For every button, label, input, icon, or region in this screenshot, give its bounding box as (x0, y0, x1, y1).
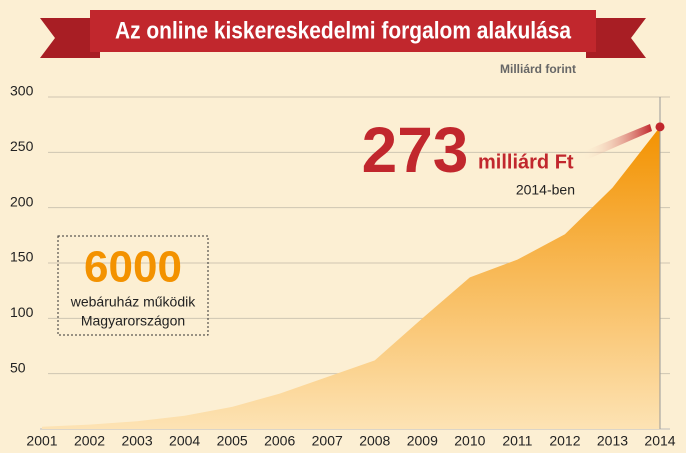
chart-title: Az online kiskereskedelmi forgalom alaku… (115, 17, 572, 44)
x-tick-label: 2001 (26, 433, 57, 449)
y-tick-label: 100 (10, 304, 34, 320)
stores-box (57, 235, 209, 336)
x-tick-label: 2004 (169, 433, 200, 449)
highlight-note: 2014-ben (516, 182, 575, 198)
x-tick-label: 2013 (597, 433, 628, 449)
x-tick-label: 2011 (502, 433, 532, 449)
plot: 50 100 150 200 250 300 2001 2002 2003 2004 2005 200… (10, 83, 676, 449)
banner-ribbon-left (40, 18, 100, 58)
x-tick-label: 2005 (217, 433, 248, 449)
y-tick-label: 300 (10, 83, 34, 99)
area (42, 126, 660, 429)
highlight-unit: milliárd Ft (478, 151, 574, 173)
x-tick-label: 2007 (312, 433, 343, 449)
arrow (582, 124, 652, 160)
x-tick-label: 2014 (644, 433, 675, 449)
x-tick-label: 2009 (407, 433, 438, 449)
y-tick-label: 50 (10, 359, 26, 375)
x-tick-label: 2003 (121, 433, 152, 449)
stores-text: webáruház működik (70, 294, 197, 310)
highlight-number: 273 (362, 114, 469, 186)
x-tick-label: 2012 (549, 433, 580, 449)
unit-label: Milliárd forint (500, 62, 576, 76)
x-tick-label: 2008 (359, 433, 390, 449)
banner (90, 10, 596, 52)
stores-number: 6000 (84, 243, 182, 292)
end-point (655, 122, 665, 132)
y-tick-label: 250 (10, 138, 34, 154)
banner-ribbon-right (586, 18, 646, 58)
x-tick-label: 2010 (454, 433, 485, 449)
y-tick-label: 200 (10, 193, 34, 209)
stores-text: Magyarországon (81, 313, 185, 329)
x-tick-label: 2002 (74, 433, 105, 449)
y-tick-label: 150 (10, 249, 34, 265)
x-tick-label: 2006 (264, 433, 295, 449)
